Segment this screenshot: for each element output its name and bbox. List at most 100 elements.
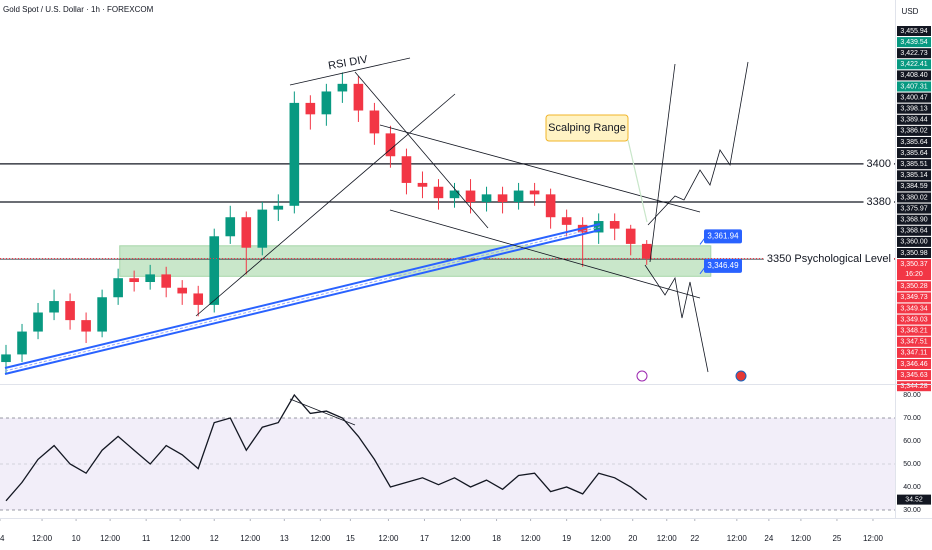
axis-label: 3,368.90 — [900, 217, 927, 224]
axis-label: 3,422.41 — [900, 61, 927, 68]
x-tick-label: 19 — [562, 534, 571, 543]
candle-body — [609, 221, 620, 229]
level-label: 3350 Psychological Level — [767, 253, 891, 265]
axis-label-bg — [897, 170, 931, 181]
axis-label: 3,346.46 — [900, 361, 927, 368]
axis-label-bg — [897, 92, 931, 103]
trend-line — [354, 71, 489, 229]
x-tick-label: 24 — [764, 534, 773, 543]
x-tick-label: 25 — [832, 534, 841, 543]
x-tick-label: 12:00 — [657, 534, 678, 543]
axis-label-bg — [897, 281, 931, 292]
candle-body — [113, 278, 123, 298]
candle-body — [65, 301, 75, 321]
axis-label-bg — [897, 148, 931, 159]
axis-label-bg — [897, 370, 931, 381]
projection-up — [647, 61, 749, 226]
candle-body — [33, 312, 43, 332]
rsi-tick-label: 30.00 — [903, 507, 921, 514]
x-tick-label: 12:00 — [791, 534, 812, 543]
axis-label: 3,408.40 — [900, 72, 927, 79]
axis-label: 3,386.02 — [900, 128, 927, 135]
event-icon[interactable] — [735, 370, 747, 382]
last-price-label: 3,350.37 — [900, 261, 927, 268]
candle-body — [545, 194, 556, 218]
projection-up — [649, 63, 676, 263]
candle-body — [273, 205, 284, 210]
axis-label: 3,344.28 — [900, 383, 927, 390]
axis-label-bg — [897, 248, 931, 258]
candle-body — [289, 102, 300, 206]
level-label-bg — [863, 194, 894, 209]
level-label: 3400 — [867, 158, 891, 170]
candle-body — [129, 278, 139, 283]
axis-label-bg — [897, 125, 931, 136]
axis-label: 3,407.31 — [900, 83, 927, 90]
candle-body — [641, 243, 652, 259]
x-tick-label: 12:00 — [32, 534, 53, 543]
chart-title: Gold Spot / U.S. Dollar · 1h · FOREXCOM — [3, 5, 154, 14]
axis-label-bg — [897, 381, 931, 392]
axis-label-bg — [897, 203, 931, 214]
channel-mid — [4, 226, 601, 372]
axis-label-bg — [897, 137, 931, 147]
axis-label: 3,455.94 — [900, 28, 927, 35]
candle-body — [177, 287, 188, 294]
x-tick-label: 12:00 — [100, 534, 121, 543]
candle-body — [209, 236, 220, 305]
x-tick-label: 12:00 — [521, 534, 542, 543]
callout-line — [627, 139, 648, 223]
rsi-tick-label: 60.00 — [903, 438, 921, 445]
axis-label: 3,345.63 — [900, 372, 927, 379]
candle-body — [1, 354, 11, 363]
rsi-last-bg — [897, 494, 931, 505]
axis-label: 3,350.98 — [900, 250, 927, 257]
candle-body — [145, 274, 155, 283]
callout-text: Scalping Range — [548, 122, 626, 134]
trend-line — [379, 124, 701, 213]
axis-label: 3,347.11 — [901, 350, 928, 357]
x-tick-label: 20 — [628, 534, 637, 543]
x-tick-label: 12:00 — [310, 534, 331, 543]
x-tick-label: 12:00 — [378, 534, 399, 543]
level-label: 3380 — [867, 196, 891, 208]
axis-label-bg — [897, 114, 931, 125]
candle-body — [321, 91, 332, 115]
candle-body — [433, 186, 444, 199]
axis-label-bg — [897, 303, 931, 314]
axis-label: 3,349.73 — [900, 294, 927, 301]
event-icon[interactable] — [636, 370, 648, 382]
candle-body — [17, 331, 27, 355]
price-tag-box — [704, 258, 742, 273]
countdown-label: 16:20 — [905, 271, 923, 278]
axis-label-bg — [897, 359, 931, 369]
x-tick-label: 12:00 — [170, 534, 191, 543]
axis-label-bg — [897, 81, 931, 92]
currency: USD — [902, 7, 919, 16]
axis-label: 3,347.51 — [900, 339, 927, 346]
x-tick-label: 12:00 — [450, 534, 471, 543]
x-tick-label: 17 — [420, 534, 429, 543]
candle-body — [625, 228, 636, 244]
axis-label: 3,400.47 — [900, 94, 927, 101]
candle-body — [513, 190, 524, 202]
candle-body — [241, 217, 252, 248]
axis-label-bg — [897, 225, 931, 236]
x-tick-label: 13 — [280, 534, 289, 543]
channel-line — [4, 229, 601, 375]
candle-body — [465, 190, 476, 202]
candle-body — [385, 133, 396, 157]
axis-label: 3,360.00 — [900, 239, 927, 246]
trend-line — [289, 57, 411, 86]
x-tick-label: 22 — [690, 534, 699, 543]
rsi-tick-label: 70.00 — [903, 415, 921, 422]
candle-body — [161, 274, 171, 288]
price-tag-label: 3,361.94 — [707, 232, 739, 241]
axis-label-bg — [897, 214, 931, 225]
level-label-bg — [763, 252, 894, 267]
x-tick-label: 4 — [0, 534, 5, 543]
candle-body — [337, 83, 348, 92]
x-tick-label: 15 — [346, 534, 355, 543]
candle-body — [369, 110, 380, 134]
x-tick-label: 10 — [72, 534, 81, 543]
